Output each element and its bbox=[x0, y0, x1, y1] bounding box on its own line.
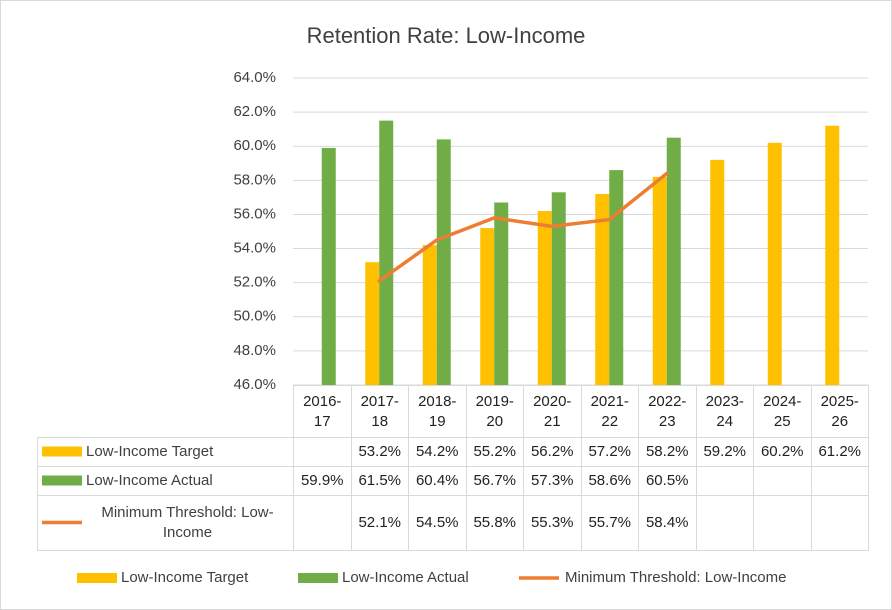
bar bbox=[551, 192, 566, 385]
value-cell bbox=[810, 495, 869, 551]
y-tick-label: 58.0% bbox=[233, 171, 276, 188]
y-tick-label: 62.0% bbox=[233, 103, 276, 120]
value-cell bbox=[293, 437, 352, 467]
value-cell: 56.2% bbox=[523, 437, 582, 467]
x-tick-label: 2019-20 bbox=[475, 392, 514, 430]
bar bbox=[379, 120, 394, 385]
value-cell: 55.7% bbox=[580, 495, 639, 551]
bar bbox=[767, 142, 782, 385]
y-tick-label: 54.0% bbox=[233, 240, 276, 257]
value-cell: 58.4% bbox=[638, 495, 697, 551]
y-tick-label: 48.0% bbox=[233, 342, 276, 359]
value-cell bbox=[695, 466, 754, 496]
table-legend-key bbox=[42, 475, 82, 486]
x-tick-label: 2016-17 bbox=[303, 392, 342, 430]
legend-label: Low-Income Actual bbox=[86, 472, 213, 489]
y-tick-label: 60.0% bbox=[233, 137, 276, 154]
category-cell: 2023-24 bbox=[695, 385, 754, 438]
value-cell: 54.5% bbox=[408, 495, 467, 551]
legend-label: Low-Income Target bbox=[121, 569, 249, 586]
value-cell: 59.9% bbox=[293, 466, 352, 496]
x-tick-label: 2025-26 bbox=[820, 392, 859, 430]
legend-label: Minimum Threshold: Low-Income bbox=[101, 504, 274, 541]
category-cell: 2017-18 bbox=[350, 385, 409, 438]
value-cell: 58.6% bbox=[580, 466, 639, 496]
value-cell: 57.2% bbox=[580, 437, 639, 467]
value-cell: 52.1% bbox=[350, 495, 409, 551]
value-cell: 54.2% bbox=[408, 437, 467, 467]
bar bbox=[537, 211, 552, 385]
value-cell: 60.5% bbox=[638, 466, 697, 496]
category-cell: 2019-20 bbox=[465, 385, 524, 438]
bar bbox=[595, 193, 610, 385]
x-tick-label: 2021-22 bbox=[590, 392, 629, 430]
bar bbox=[652, 176, 667, 385]
y-tick-label: 56.0% bbox=[233, 205, 276, 222]
bar bbox=[422, 245, 437, 385]
y-tick-label: 52.0% bbox=[233, 274, 276, 291]
value-cell bbox=[753, 495, 812, 551]
value-cell: 53.2% bbox=[350, 437, 409, 467]
category-cell: 2020-21 bbox=[523, 385, 582, 438]
value-cell: 60.4% bbox=[408, 466, 467, 496]
value-cell: 60.2% bbox=[753, 437, 812, 467]
y-tick-label: 46.0% bbox=[233, 376, 276, 393]
y-tick-label: 50.0% bbox=[233, 308, 276, 325]
y-tick-label: 64.0% bbox=[233, 69, 276, 86]
value-cell: 55.2% bbox=[465, 437, 524, 467]
category-cell: 2024-25 bbox=[753, 385, 812, 438]
category-cell: 2016-17 bbox=[293, 385, 352, 438]
value-cell bbox=[293, 495, 352, 551]
legend-key bbox=[77, 573, 117, 583]
row-label: Low-Income Actual bbox=[37, 466, 294, 496]
legend-label: Low-Income Target bbox=[86, 443, 214, 460]
category-cell: 2018-19 bbox=[408, 385, 467, 438]
bar bbox=[666, 137, 681, 385]
bar bbox=[436, 139, 451, 385]
value-cell: 59.2% bbox=[695, 437, 754, 467]
x-tick-label: 2022-23 bbox=[648, 392, 687, 430]
value-cell: 56.7% bbox=[465, 466, 524, 496]
bar bbox=[365, 262, 380, 385]
value-cell: 58.2% bbox=[638, 437, 697, 467]
x-tick-label: 2017-18 bbox=[360, 392, 399, 430]
category-cell: 2022-23 bbox=[638, 385, 697, 438]
bar bbox=[494, 202, 509, 385]
x-tick-label: 2024-25 bbox=[763, 392, 802, 430]
category-cell: 2025-26 bbox=[810, 385, 869, 438]
bar bbox=[825, 125, 840, 385]
line bbox=[377, 171, 669, 283]
value-cell bbox=[695, 495, 754, 551]
legend-key bbox=[298, 573, 338, 583]
legend-label: Minimum Threshold: Low-Income bbox=[565, 569, 786, 586]
bar bbox=[321, 147, 336, 385]
value-cell: 55.8% bbox=[465, 495, 524, 551]
chart-title: Retention Rate: Low-Income bbox=[307, 23, 586, 48]
value-cell: 55.3% bbox=[523, 495, 582, 551]
bar bbox=[710, 159, 725, 385]
value-cell: 61.5% bbox=[350, 466, 409, 496]
value-cell bbox=[753, 466, 812, 496]
bar bbox=[480, 228, 495, 385]
row-label: Minimum Threshold: Low-Income bbox=[37, 495, 294, 551]
value-cell bbox=[810, 466, 869, 496]
row-label: Low-Income Target bbox=[37, 437, 294, 467]
x-tick-label: 2023-24 bbox=[705, 392, 744, 430]
x-tick-label: 2020-21 bbox=[533, 392, 572, 430]
table-legend-key bbox=[42, 446, 82, 457]
x-tick-label: 2018-19 bbox=[418, 392, 457, 430]
bar bbox=[609, 170, 624, 385]
category-cell: 2021-22 bbox=[580, 385, 639, 438]
legend-label: Low-Income Actual bbox=[342, 569, 469, 586]
value-cell: 57.3% bbox=[523, 466, 582, 496]
value-cell: 61.2% bbox=[810, 437, 869, 467]
